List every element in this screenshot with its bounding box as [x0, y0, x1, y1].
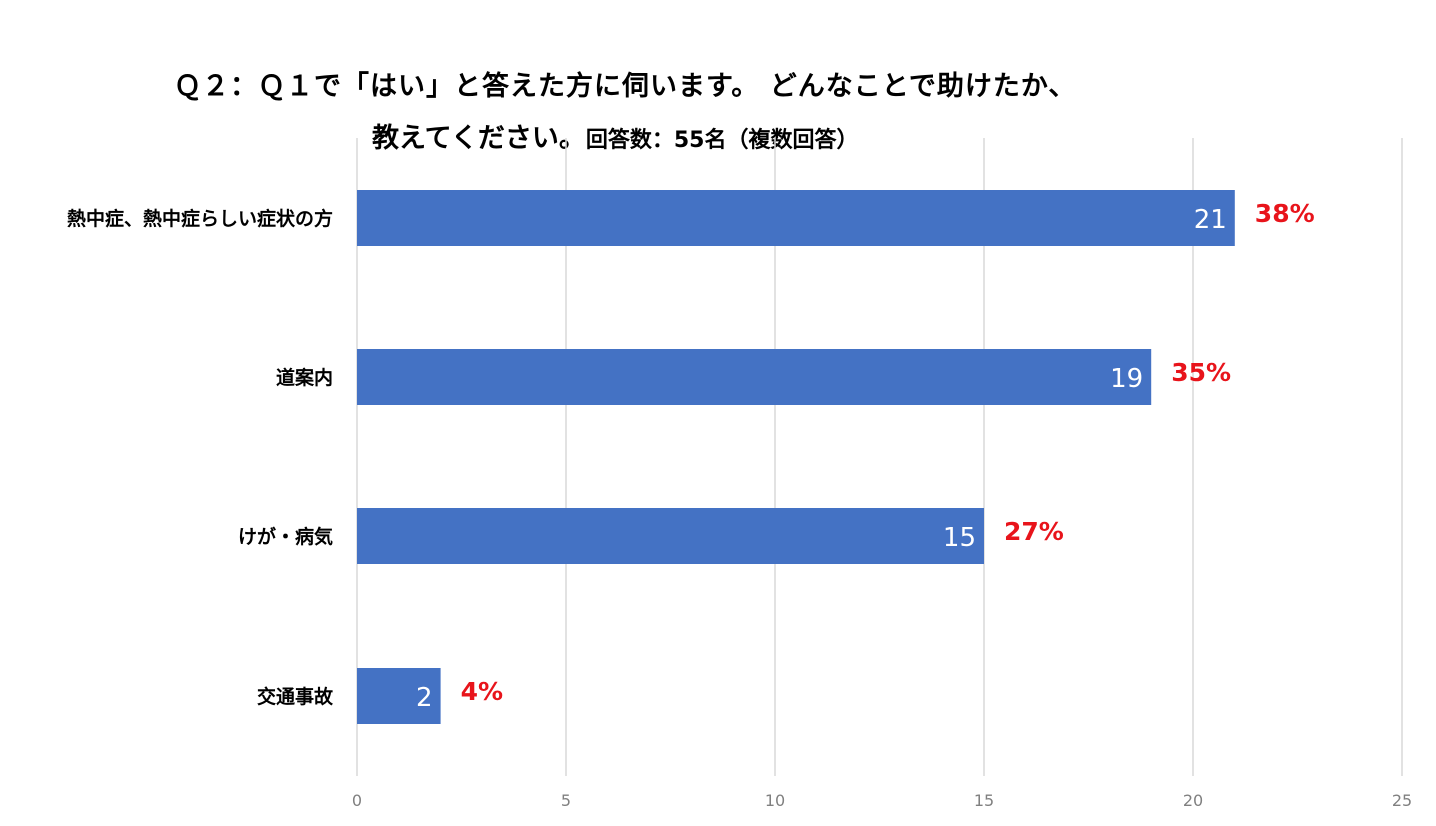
- bar-value-label: 15: [943, 523, 976, 553]
- x-tick-label: 20: [1183, 791, 1203, 810]
- chart-title-line-2-main: 教えてください。: [372, 123, 586, 154]
- category-label: 交通事故: [257, 685, 334, 708]
- bar-percent-label: 35%: [1171, 358, 1231, 387]
- chart-title-line-1: Ｑ２：Ｑ１で「はい」と答えた方に伺います。 どんなことで助けたか、: [174, 71, 1077, 102]
- bar-percent-label: 4%: [461, 677, 503, 706]
- bar-value-label: 19: [1110, 364, 1143, 394]
- bar-value-label: 21: [1194, 205, 1227, 235]
- x-axis-ticks: 0 5 10 15 20 25: [352, 791, 1412, 810]
- bars-layer: [357, 190, 1235, 724]
- bar: [357, 190, 1235, 246]
- bar: [357, 668, 441, 724]
- bar: [357, 508, 984, 564]
- bar-percent-label: 38%: [1255, 199, 1315, 228]
- x-tick-label: 15: [974, 791, 994, 810]
- chart-title-response-count: 回答数：55名（複数回答）: [585, 128, 859, 153]
- x-tick-label: 10: [765, 791, 785, 810]
- bar-percent-label: 27%: [1004, 517, 1064, 546]
- x-tick-label: 5: [561, 791, 571, 810]
- category-label: 熱中症、熱中症らしい症状の方: [67, 207, 333, 230]
- labels-layer: 21 38% 熱中症、熱中症らしい症状の方 19 35% 道案内 15 27% けが・病気 2 4%…: [67, 199, 1315, 713]
- bar: [357, 349, 1152, 405]
- x-tick-label: 25: [1392, 791, 1412, 810]
- category-label: けが・病気: [238, 525, 333, 548]
- x-tick-label: 0: [352, 791, 362, 810]
- chart-title-line-2: 教えてください。回答数：55名（複数回答）: [372, 116, 858, 155]
- bar-value-label: 2: [416, 683, 433, 713]
- category-label: 道案内: [276, 366, 333, 389]
